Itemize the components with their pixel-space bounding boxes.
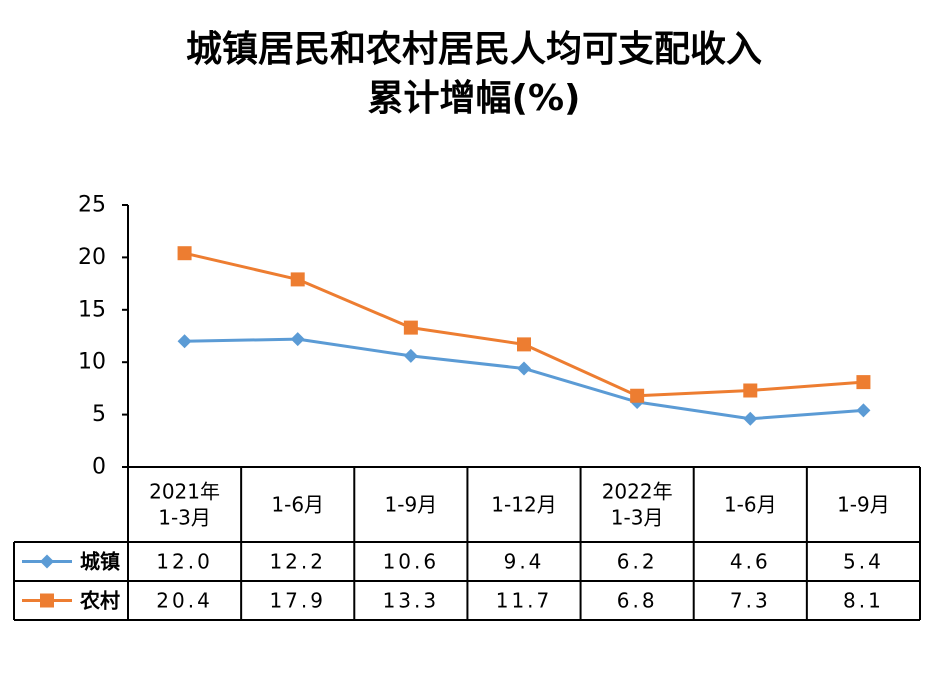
data-point [177,334,192,349]
x-category-label: 1-9月 [385,493,438,517]
y-tick-label: 25 [78,193,106,218]
x-category-label: 1-6月 [271,493,324,517]
legend-label: 城镇 [80,550,120,574]
data-value-label: 8.1 [843,589,884,613]
legend-marker [40,554,54,569]
x-category-label: 1-3月 [611,506,664,530]
data-point [856,375,871,390]
y-tick-label: 5 [92,402,106,427]
data-value-label: 12.0 [156,550,213,574]
x-category-label: 1-12月 [491,493,556,517]
legend-marker [40,593,54,608]
data-point [630,388,645,403]
data-point [517,361,531,376]
x-category-label: 1-3月 [158,506,211,530]
data-point [290,332,305,347]
data-value-label: 13.3 [383,589,440,613]
data-value-label: 17.9 [269,589,326,613]
data-value-label: 5.4 [843,550,884,574]
x-category-label: 2022年 [602,480,673,504]
y-tick-label: 10 [78,350,106,375]
data-value-label: 4.6 [730,550,771,574]
data-value-label: 6.2 [617,550,658,574]
legend-label: 农村 [79,589,120,613]
data-value-label: 11.7 [496,589,553,613]
data-value-label: 9.4 [504,550,545,574]
chart-title-line2: 累计增幅(%) [367,78,581,119]
y-tick-label: 15 [78,297,106,322]
y-tick-label: 0 [92,455,106,480]
data-point [743,411,758,426]
y-tick-label: 20 [78,245,106,270]
chart-title-line1: 城镇居民和农村居民人均可支配收入 [185,29,762,70]
data-point [856,403,871,418]
data-value-label: 6.8 [617,589,658,613]
data-value-label: 7.3 [730,589,771,613]
data-point [290,272,305,287]
data-value-label: 12.2 [269,550,326,574]
data-point [403,320,418,335]
x-category-label: 1-9月 [837,493,890,517]
x-category-label: 1-6月 [724,493,777,517]
x-category-label: 2021年 [149,480,220,504]
data-point [743,383,758,398]
data-value-label: 10.6 [383,550,440,574]
data-point [177,246,192,261]
data-point [403,348,418,363]
data-value-label: 20.4 [156,589,213,613]
data-point [517,337,531,352]
